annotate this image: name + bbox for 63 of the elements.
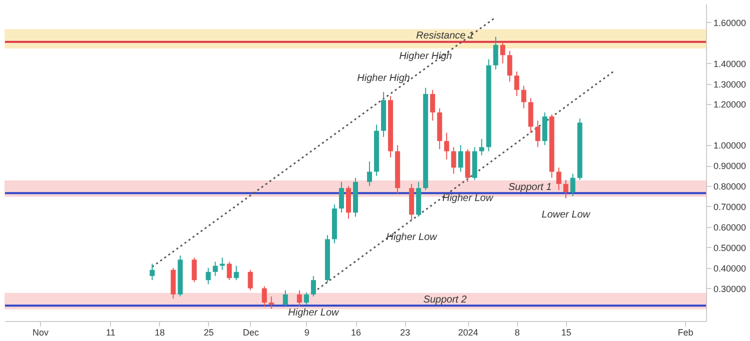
candlestick	[248, 269, 253, 291]
candlestick	[310, 276, 316, 297]
candlestick	[451, 146, 456, 174]
band-label: Resistance 1	[416, 30, 474, 42]
x-tick-label: 16	[350, 328, 362, 338]
candlestick	[500, 42, 506, 64]
x-tick-label: 25	[204, 328, 214, 338]
y-tick-label: 0.50000	[714, 242, 746, 253]
x-tick-label: Feb	[678, 328, 694, 338]
candlestick	[304, 292, 309, 306]
candlestick	[150, 263, 155, 281]
candlestick	[514, 70, 520, 97]
candlestick	[234, 265, 239, 281]
candlestick	[338, 181, 344, 214]
x-tick-label: 23	[400, 328, 410, 338]
x-tick-label: Nov	[32, 328, 50, 338]
y-tick-label: 0.80000	[714, 182, 746, 192]
annotation: Higher Low	[386, 232, 438, 243]
y-tick-label: 1.20000	[714, 100, 746, 110]
candlestick	[206, 267, 211, 285]
candlestick	[479, 138, 484, 156]
candlestick	[220, 257, 225, 270]
y-tick-label: 1.60000	[714, 18, 746, 28]
y-tick-label: 0.30000	[714, 284, 746, 294]
y-tick-label: 0.40000	[714, 263, 746, 274]
annotation: Higher High	[357, 72, 410, 84]
band-label: Support 1	[508, 182, 552, 193]
candlestick	[556, 167, 562, 191]
candlestick	[521, 85, 526, 109]
y-tick-label: 0.70000	[714, 202, 746, 212]
x-tick-label: 8	[514, 328, 520, 338]
candlestick	[430, 89, 436, 122]
candlestick	[296, 290, 302, 308]
x-tick-label: Dec	[242, 328, 260, 338]
x-tick-label: 15	[561, 328, 572, 338]
annotation: Higher Low	[442, 192, 494, 204]
y-tick-label: 1.40000	[714, 58, 746, 69]
candlestick	[563, 179, 568, 199]
candlestick	[507, 50, 512, 82]
x-tick-label: 18	[154, 328, 165, 338]
x-tick-label: 9	[304, 328, 310, 338]
annotation: Higher High	[399, 50, 452, 62]
candlestick	[535, 120, 540, 148]
y-tick-label: 0.90000	[714, 161, 746, 172]
candlestick	[444, 132, 450, 160]
candlestick	[282, 290, 288, 308]
band-label: Support 2	[423, 294, 468, 306]
candlestick	[226, 261, 232, 281]
candlestick	[493, 36, 498, 70]
x-tick-label: 11	[106, 328, 116, 338]
candlestick	[212, 261, 218, 277]
y-tick-label: 1.30000	[714, 79, 746, 90]
candlestick	[458, 144, 464, 172]
annotation: Lower Low	[542, 209, 591, 220]
candlestick	[570, 173, 576, 197]
x-tick-label: 2024	[458, 328, 478, 338]
y-tick-label: 0.60000	[714, 222, 746, 232]
candlestick	[367, 160, 372, 187]
candlestick	[192, 257, 197, 283]
annotation: Higher Low	[288, 307, 340, 318]
y-tick-label: 1.00000	[714, 140, 746, 151]
candlestick	[268, 296, 274, 310]
candlestick	[262, 286, 267, 308]
